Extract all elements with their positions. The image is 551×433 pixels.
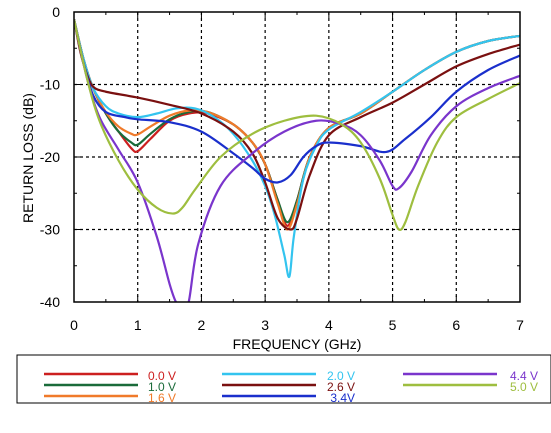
series-layer xyxy=(74,18,520,302)
y-tick-label: 0 xyxy=(52,4,60,20)
series-line-3-4v xyxy=(74,19,520,184)
y-tick-label: -40 xyxy=(40,294,60,310)
y-tick-label: -10 xyxy=(40,77,60,93)
tick-labels: 0 1 2 3 4 5 6 7 0 -10 -20 -30 -40 xyxy=(40,4,524,333)
x-tick-label: 2 xyxy=(198,317,206,333)
legend-label-4-4-v: 4.4 V xyxy=(510,369,538,383)
series-line-4-4-v xyxy=(74,19,520,302)
series-line-5-0-v xyxy=(74,19,520,231)
tick-marks xyxy=(73,11,521,303)
y-tick-label: -20 xyxy=(40,149,60,165)
legend-label-1-0-v: 1.0 V xyxy=(148,380,176,394)
x-tick-label: 1 xyxy=(134,317,142,333)
legend-label-1-6-v: 1.6 V xyxy=(148,391,176,405)
legend-label-0-0-v: 0.0 V xyxy=(148,369,176,383)
legend: 0.0 V1.0 V1.6 V 2.0 V2.6 V3.4V 4.4 V5.0 V xyxy=(44,369,538,405)
x-tick-label: 5 xyxy=(389,317,397,333)
x-tick-label: 0 xyxy=(70,317,78,333)
x-tick-label: 6 xyxy=(452,317,460,333)
series-line-2-6-v xyxy=(74,19,520,231)
grid xyxy=(74,12,520,302)
x-tick-label: 3 xyxy=(261,317,269,333)
legend-label-5-0-v: 5.0 V xyxy=(510,380,538,394)
y-tick-label: -30 xyxy=(40,222,60,238)
legend-label-3-4v: 3.4V xyxy=(330,391,355,405)
y-axis-label: RETURN LOSS (dB) xyxy=(20,93,36,223)
x-axis-label: FREQUENCY (GHz) xyxy=(233,336,362,352)
x-tick-label: 4 xyxy=(325,317,333,333)
x-tick-label: 7 xyxy=(516,317,524,333)
legend-label-2-6-v: 2.6 V xyxy=(327,380,355,394)
legend-label-2-0-v: 2.0 V xyxy=(327,369,355,383)
